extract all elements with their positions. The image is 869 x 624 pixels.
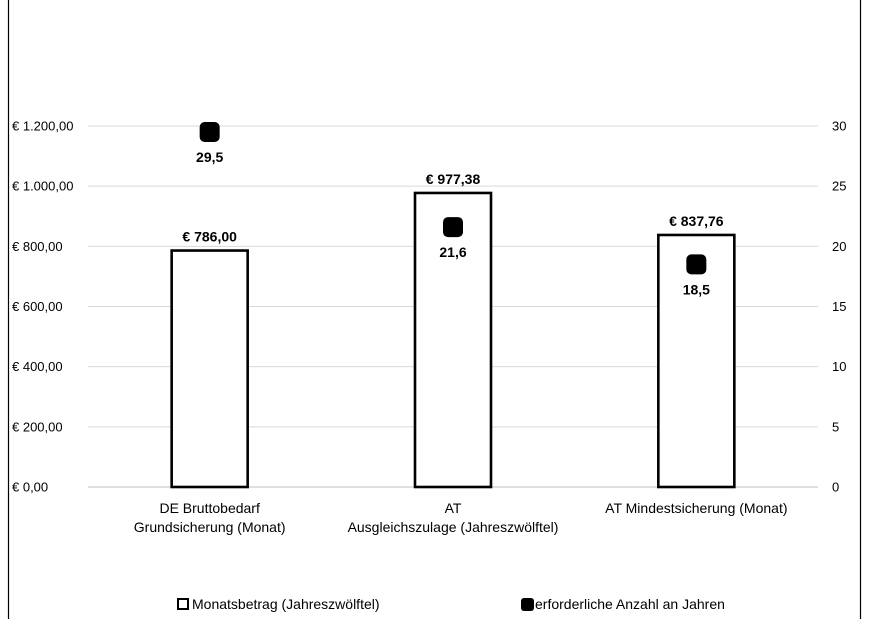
left-tick-label: € 600,00 [12,299,63,314]
legend: Monatsbetrag (Jahreszwölftel) erforderlic… [177,596,725,612]
category-label: Grundsicherung (Monat) [134,519,286,535]
right-tick-label: 5 [832,419,839,434]
left-tick-label: € 1.200,00 [12,119,73,134]
category-label: Ausgleichszulage (Jahreszwölftel) [348,519,559,535]
bar [413,191,493,489]
right-tick-label: 10 [832,359,846,374]
left-tick-label: € 800,00 [12,239,63,254]
bar-value-label: € 786,00 [182,229,237,245]
right-tick-label: 30 [832,119,846,134]
right-axis: 0 5 10 15 20 25 30 [832,119,846,495]
legend-label-bar: Monatsbetrag (Jahreszwölftel) [192,596,380,612]
legend-swatch-bar [177,598,189,610]
left-tick-label: € 0,00 [12,480,48,495]
category-label: AT Mindestsicherung (Monat) [605,500,787,516]
marker-series: 29,5 21,6 18,5 [196,122,710,297]
right-tick-label: 25 [832,179,846,194]
left-tick-label: € 200,00 [12,419,63,434]
right-tick-label: 15 [832,299,846,314]
marker-value-label: 29,5 [196,149,223,165]
marker-value-label: 18,5 [683,281,710,297]
marker-point [686,254,707,275]
bar [657,233,736,489]
bar [170,249,249,489]
legend-label-marker: erforderliche Anzahl an Jahren [535,596,725,612]
right-tick-label: 0 [832,480,839,495]
left-tick-label: € 1.000,00 [12,179,73,194]
category-labels: DE Bruttobedarf Grundsicherung (Monat) AT A… [134,500,788,535]
chart-frame [7,0,862,624]
category-label: DE Bruttobedarf [159,500,259,516]
right-tick-label: 20 [832,239,846,254]
marker-value-label: 21,6 [439,244,466,260]
legend-swatch-marker [521,598,534,611]
left-axis: € 0,00 € 200,00 € 400,00 € 600,00 € 800,00 € … [12,119,73,495]
bar-series: € 786,00 € 977,38 € 837,76 [170,171,736,489]
bar-value-label: € 977,38 [426,171,481,187]
marker-point [199,122,220,143]
bar-value-label: € 837,76 [669,213,724,229]
category-label: AT [445,500,462,516]
marker-point [443,217,463,238]
left-tick-label: € 400,00 [12,359,63,374]
